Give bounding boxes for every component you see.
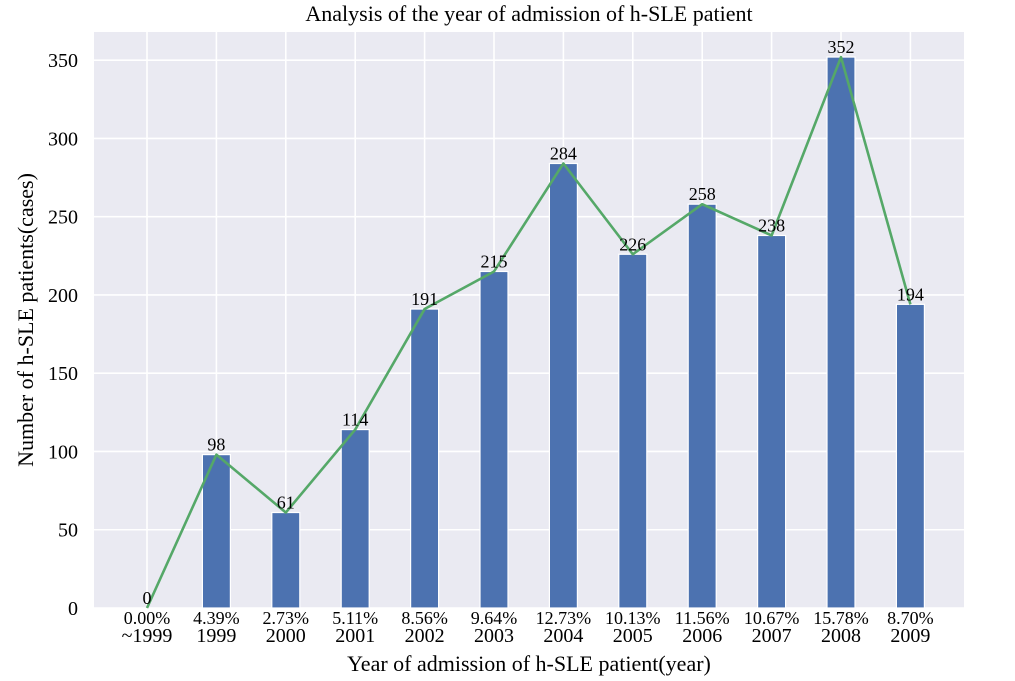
- x-tick-category: ~1999: [122, 625, 173, 647]
- bar: [756, 234, 787, 609]
- x-tick-percentage: 12.73%: [536, 608, 592, 628]
- bar-value-label: 284: [550, 143, 577, 163]
- bar: [548, 162, 579, 609]
- bar: [410, 308, 440, 609]
- x-tick-percentage: 5.11%: [332, 608, 378, 628]
- bar: [340, 428, 370, 609]
- y-tick-label: 250: [48, 207, 78, 229]
- y-tick-label: 350: [48, 50, 78, 72]
- x-tick-percentage: 11.56%: [675, 608, 730, 628]
- x-tick-category: 2008: [821, 625, 861, 647]
- bar-value-label: 215: [481, 251, 508, 271]
- y-tick-label: 150: [48, 363, 78, 385]
- x-tick-percentage: 9.64%: [471, 608, 518, 628]
- x-tick-percentage: 4.39%: [193, 608, 240, 628]
- x-tick-category: 2006: [682, 625, 722, 647]
- bar: [618, 253, 648, 609]
- bar-value-label: 191: [411, 289, 438, 309]
- bar-labels: 0 98 61 114 191 215 284 226 258 238 352 194: [143, 37, 924, 608]
- x-tick-percentage: 15.78%: [813, 608, 869, 628]
- x-tick-category: 2007: [752, 625, 792, 647]
- y-tick-label: 0: [68, 598, 78, 620]
- bar: [271, 511, 301, 609]
- bar: [895, 303, 926, 609]
- x-axis-label: Year of admission of h-SLE patient(year): [347, 651, 711, 676]
- bar-value-label: 258: [689, 184, 716, 204]
- y-tick-label: 200: [48, 285, 78, 307]
- x-tick-category: 2000: [266, 625, 306, 647]
- bar: [826, 56, 856, 609]
- bar-value-label: 352: [828, 37, 855, 57]
- x-tick-percentage: 2.73%: [263, 608, 310, 628]
- x-tick-category: 2003: [474, 625, 514, 647]
- y-axis-ticks: 0 50 100 150 200 250 300 350: [48, 50, 78, 620]
- x-tick-category: 2004: [543, 625, 583, 647]
- series-line: [145, 55, 912, 609]
- x-tick-category: 2002: [405, 625, 445, 647]
- x-tick-category: 1999: [196, 625, 236, 647]
- x-tick-category: 2009: [890, 625, 930, 647]
- bars: [201, 56, 926, 609]
- bar-value-label: 194: [897, 284, 924, 304]
- y-tick-label: 50: [58, 520, 78, 542]
- bar-value-label: 0: [143, 588, 152, 608]
- x-axis-ticks: 0.00%~1999 4.39%1999 2.73%2000 5.11%2001 8.5…: [122, 608, 934, 647]
- bar: [687, 203, 717, 609]
- y-tick-label: 300: [48, 128, 78, 150]
- bar: [479, 270, 509, 609]
- bar: [201, 454, 231, 609]
- bar-value-label: 238: [758, 215, 785, 235]
- x-tick-category: 2001: [335, 625, 375, 647]
- x-tick-percentage: 0.00%: [124, 608, 171, 628]
- bar-value-label: 114: [342, 410, 368, 430]
- x-tick-category: 2005: [613, 625, 653, 647]
- y-axis-label: Number of h-SLE patients(cases): [13, 173, 38, 467]
- bar-value-label: 98: [207, 435, 225, 455]
- bar-value-label: 61: [277, 493, 295, 513]
- y-tick-label: 100: [48, 441, 78, 463]
- chart-title: Analysis of the year of admission of h-S…: [305, 1, 752, 26]
- x-tick-percentage: 8.70%: [887, 608, 934, 628]
- x-tick-percentage: 8.56%: [401, 608, 448, 628]
- bar-value-label: 226: [619, 234, 646, 254]
- x-tick-percentage: 10.67%: [744, 608, 800, 628]
- x-tick-percentage: 10.13%: [605, 608, 661, 628]
- plot-background: [94, 32, 964, 608]
